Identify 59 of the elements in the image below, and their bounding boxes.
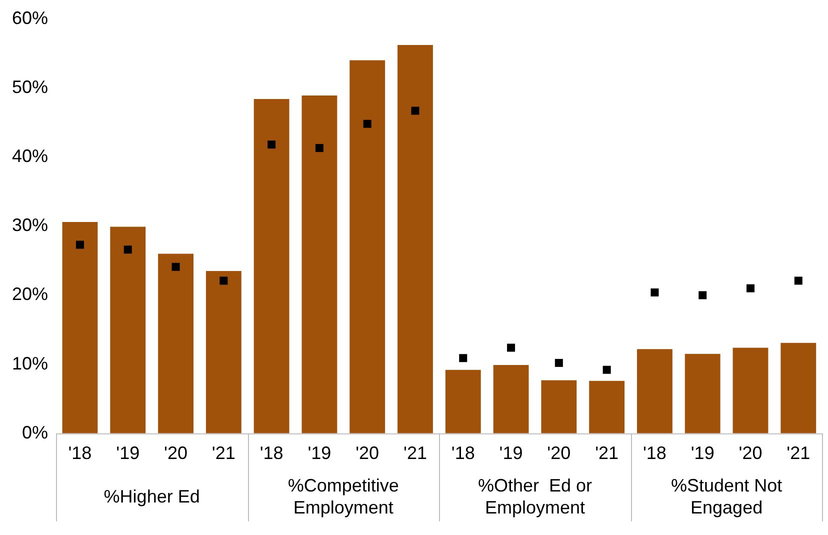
x-tick-label: '21 <box>595 443 619 464</box>
bar <box>302 96 338 434</box>
bar <box>62 222 98 434</box>
text: %Higher Ed <box>104 486 200 506</box>
y-tick-label: 10% <box>12 353 48 374</box>
point <box>268 140 276 149</box>
x-tick-label: '20 <box>164 443 188 464</box>
point <box>172 262 180 271</box>
bar <box>254 98 290 434</box>
bar <box>398 45 433 434</box>
y-tick-label: 0% <box>22 422 48 442</box>
point <box>746 284 754 292</box>
bar <box>541 380 577 434</box>
point <box>650 288 659 296</box>
bar <box>445 370 481 434</box>
point <box>76 240 84 249</box>
bar <box>158 254 194 434</box>
point <box>507 344 516 352</box>
bar <box>350 60 386 434</box>
bar <box>589 380 625 434</box>
point <box>363 120 372 128</box>
bar <box>110 226 146 434</box>
y-tick-label: 40% <box>12 146 48 166</box>
bar <box>636 349 672 434</box>
point <box>411 106 420 115</box>
x-tick-label: '19 <box>116 443 140 464</box>
x-tick-label: '20 <box>738 443 762 464</box>
bar <box>780 342 816 434</box>
bar <box>206 271 242 434</box>
x-tick-label: '21 <box>212 443 236 464</box>
text: %Other Ed or Employment <box>478 475 592 518</box>
point <box>698 291 707 300</box>
bar <box>684 354 720 434</box>
x-tick-label: '20 <box>547 443 571 464</box>
x-tick-label: '19 <box>308 443 332 464</box>
bar <box>493 364 529 434</box>
y-tick-label: 50% <box>12 76 48 97</box>
x-tick-label: '20 <box>356 443 380 464</box>
x-tick-label: '18 <box>451 443 475 464</box>
x-tick-label: '18 <box>642 443 666 464</box>
x-tick-label: '19 <box>690 443 714 464</box>
point <box>220 276 228 285</box>
x-tick-label: '21 <box>786 443 810 464</box>
point <box>602 366 611 374</box>
text: %Student Not Engaged <box>671 475 782 518</box>
bar <box>732 348 768 434</box>
x-tick-label: '19 <box>499 443 523 464</box>
x-tick-label: '21 <box>404 443 427 464</box>
x-tick-label: '18 <box>68 443 92 464</box>
y-tick-label: 30% <box>12 215 48 236</box>
point <box>315 144 324 152</box>
x-tick-label: '18 <box>260 443 284 464</box>
point <box>794 276 802 285</box>
point <box>459 354 468 362</box>
y-tick-label: 20% <box>12 284 48 304</box>
y-tick-label: 60% <box>12 8 48 28</box>
point <box>554 358 563 367</box>
point <box>124 246 132 254</box>
text: %Competitive Employment <box>288 475 399 518</box>
